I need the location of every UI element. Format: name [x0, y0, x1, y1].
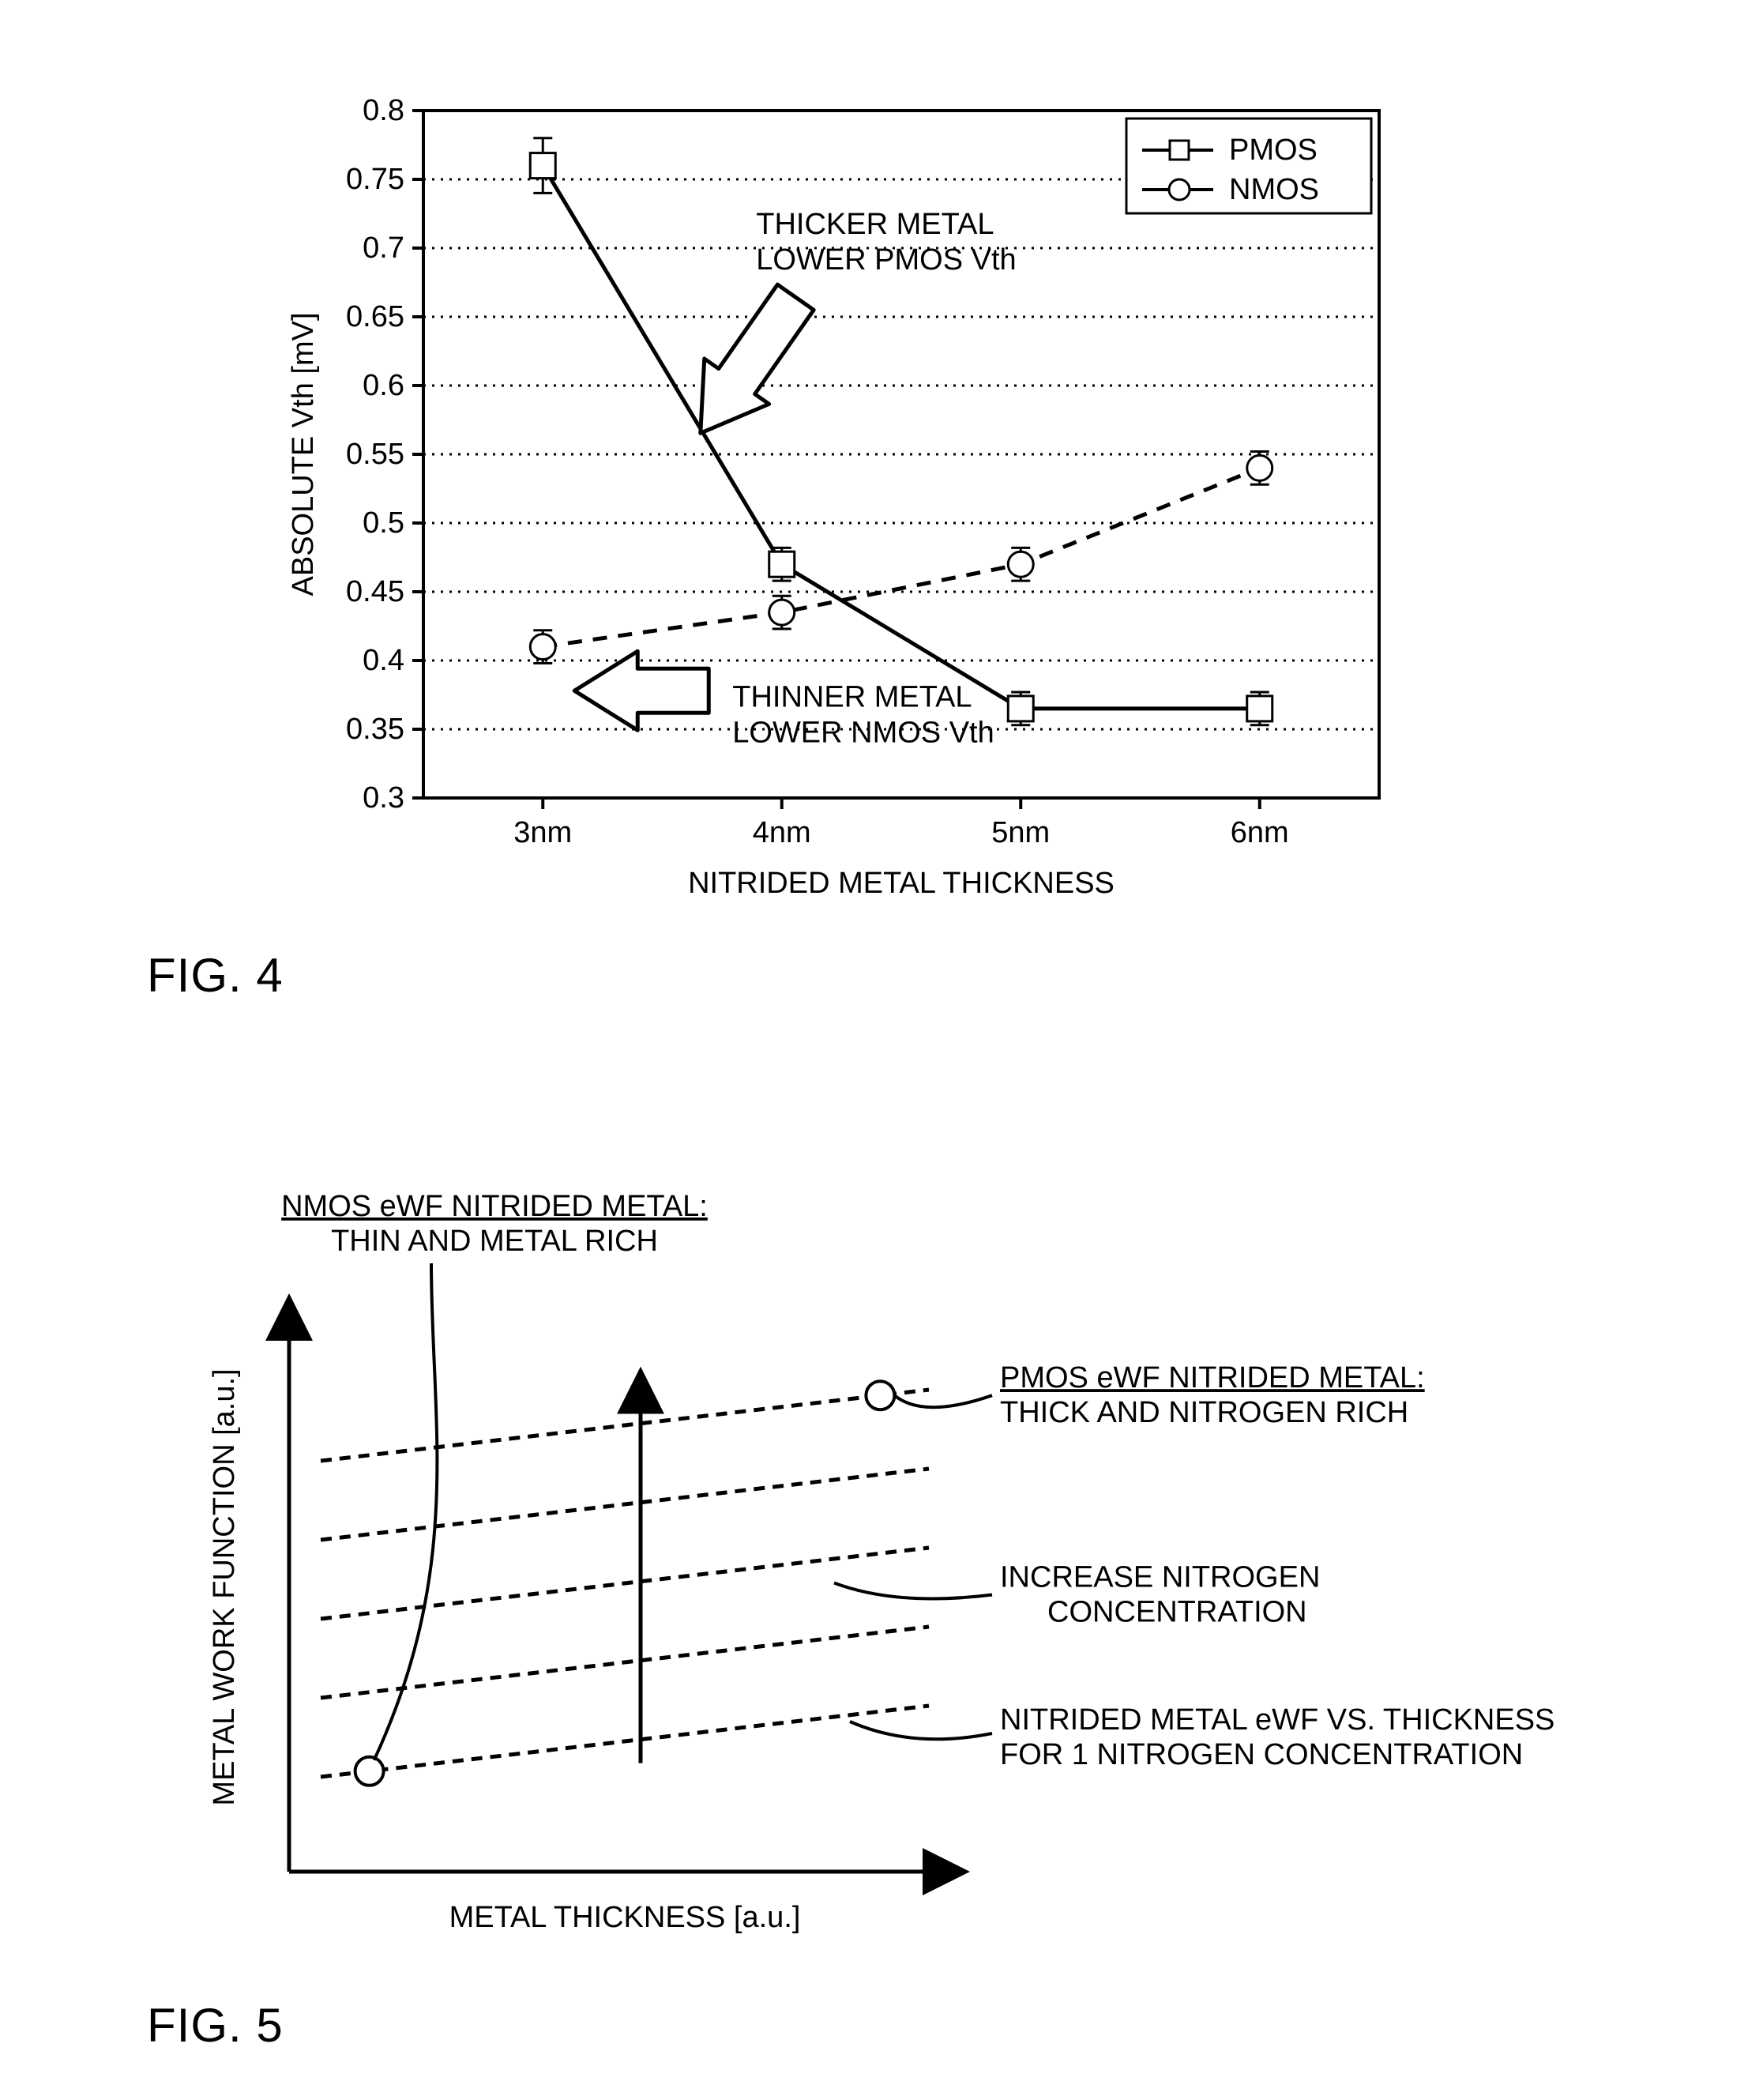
svg-text:ABSOLUTE Vth [mV]: ABSOLUTE Vth [mV] — [287, 313, 320, 597]
figure-5: METAL WORK FUNCTION [a.u.] METAL THICKNES… — [52, 1082, 1711, 2053]
svg-text:THIN AND METAL RICH: THIN AND METAL RICH — [331, 1225, 658, 1258]
svg-text:CONCENTRATION: CONCENTRATION — [1047, 1596, 1307, 1629]
svg-text:THINNER METAL: THINNER METAL — [732, 680, 972, 713]
svg-text:0.55: 0.55 — [346, 438, 404, 471]
svg-text:4nm: 4nm — [753, 816, 811, 849]
svg-text:0.5: 0.5 — [363, 506, 404, 540]
svg-text:NITRIDED METAL eWF VS. THICKNE: NITRIDED METAL eWF VS. THICKNESS — [1000, 1703, 1554, 1737]
svg-text:PMOS: PMOS — [1229, 134, 1318, 167]
svg-text:0.8: 0.8 — [363, 94, 404, 127]
fig5-chart: METAL WORK FUNCTION [a.u.] METAL THICKNES… — [52, 1082, 1711, 2030]
svg-text:0.6: 0.6 — [363, 369, 404, 402]
figure-4: 0.3 0.35 0.4 0.45 0.5 0.55 0.6 0.65 0.7 0.75 0.8 3n… — [52, 47, 1711, 1003]
svg-text:6nm: 6nm — [1231, 816, 1289, 849]
fig4-chart-wrap: 0.3 0.35 0.4 0.45 0.5 0.55 0.6 0.65 0.7 0.75 0.8 3n… — [52, 47, 1711, 995]
svg-text:0.45: 0.45 — [346, 575, 404, 608]
svg-text:NITRIDED METAL THICKNESS: NITRIDED METAL THICKNESS — [688, 867, 1115, 900]
svg-text:0.65: 0.65 — [346, 300, 404, 333]
fig4-chart: 0.3 0.35 0.4 0.45 0.5 0.55 0.6 0.65 0.7 0.75 0.8 3n… — [52, 47, 1711, 956]
svg-text:THICKER METAL: THICKER METAL — [756, 208, 994, 241]
svg-text:0.7: 0.7 — [363, 231, 404, 265]
svg-text:THICK AND NITROGEN RICH: THICK AND NITROGEN RICH — [1000, 1396, 1408, 1429]
svg-text:0.35: 0.35 — [346, 713, 404, 746]
svg-text:LOWER PMOS Vth: LOWER PMOS Vth — [756, 243, 1016, 277]
svg-text:5nm: 5nm — [991, 816, 1050, 849]
svg-text:0.75: 0.75 — [346, 163, 404, 196]
fig5-chart-wrap: METAL WORK FUNCTION [a.u.] METAL THICKNES… — [52, 1082, 1711, 2030]
svg-text:PMOS eWF NITRIDED METAL:: PMOS eWF NITRIDED METAL: — [1000, 1361, 1425, 1394]
svg-text:0.4: 0.4 — [363, 644, 404, 677]
svg-text:INCREASE NITROGEN: INCREASE NITROGEN — [1000, 1561, 1320, 1594]
svg-text:NMOS eWF NITRIDED METAL:: NMOS eWF NITRIDED METAL: — [281, 1190, 708, 1223]
svg-text:METAL THICKNESS [a.u.]: METAL THICKNESS [a.u.] — [449, 1901, 801, 1934]
svg-text:LOWER NMOS Vth: LOWER NMOS Vth — [732, 716, 994, 749]
svg-text:METAL WORK FUNCTION [a.u.]: METAL WORK FUNCTION [a.u.] — [208, 1368, 241, 1805]
svg-text:NMOS: NMOS — [1229, 173, 1319, 206]
svg-text:3nm: 3nm — [513, 816, 572, 849]
svg-text:FOR 1 NITROGEN CONCENTRATION: FOR 1 NITROGEN CONCENTRATION — [1000, 1738, 1523, 1771]
svg-text:0.3: 0.3 — [363, 781, 404, 815]
